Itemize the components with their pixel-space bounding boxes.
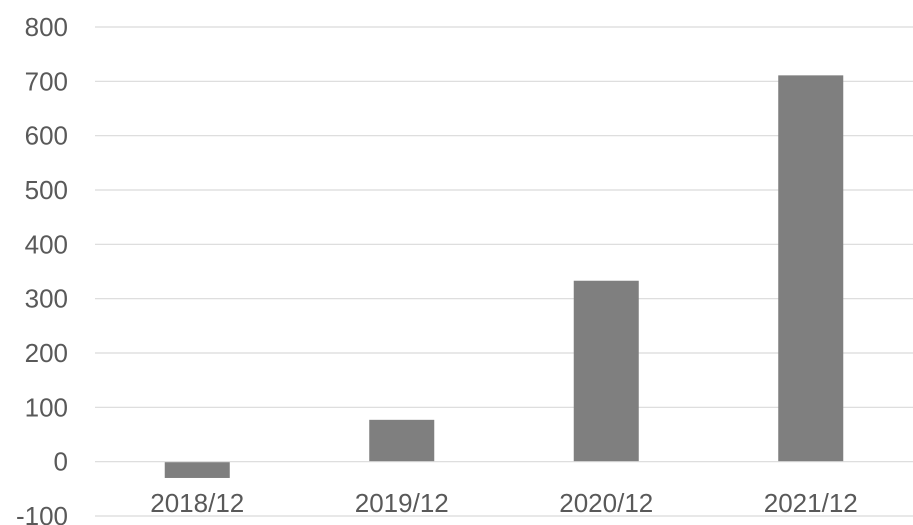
- y-tick-label: 600: [25, 121, 68, 151]
- x-axis-tick-labels: 2018/12 2019/12 2020/12 2021/12: [150, 488, 857, 518]
- gridlines: [95, 26, 913, 517]
- bar-2019-12: [369, 419, 435, 462]
- bar-2020-12: [573, 280, 639, 462]
- x-tick-label: 2018/12: [150, 488, 244, 518]
- y-axis-tick-labels: -100 0 100 200 300 400 500 600 700 800: [16, 12, 68, 525]
- y-tick-label: 700: [25, 66, 68, 96]
- y-tick-label: 200: [25, 338, 68, 368]
- bar-2021-12: [778, 75, 844, 462]
- x-tick-label: 2021/12: [764, 488, 858, 518]
- bar-2018-12: [164, 461, 230, 478]
- y-tick-label: 800: [25, 12, 68, 42]
- y-tick-label: 500: [25, 175, 68, 205]
- bars: [164, 75, 844, 478]
- x-tick-label: 2019/12: [355, 488, 449, 518]
- y-tick-label: 100: [25, 392, 68, 422]
- y-tick-label: 300: [25, 284, 68, 314]
- y-tick-label: -100: [16, 501, 68, 525]
- y-tick-label: 400: [25, 229, 68, 259]
- x-tick-label: 2020/12: [559, 488, 653, 518]
- y-tick-label: 0: [54, 447, 68, 477]
